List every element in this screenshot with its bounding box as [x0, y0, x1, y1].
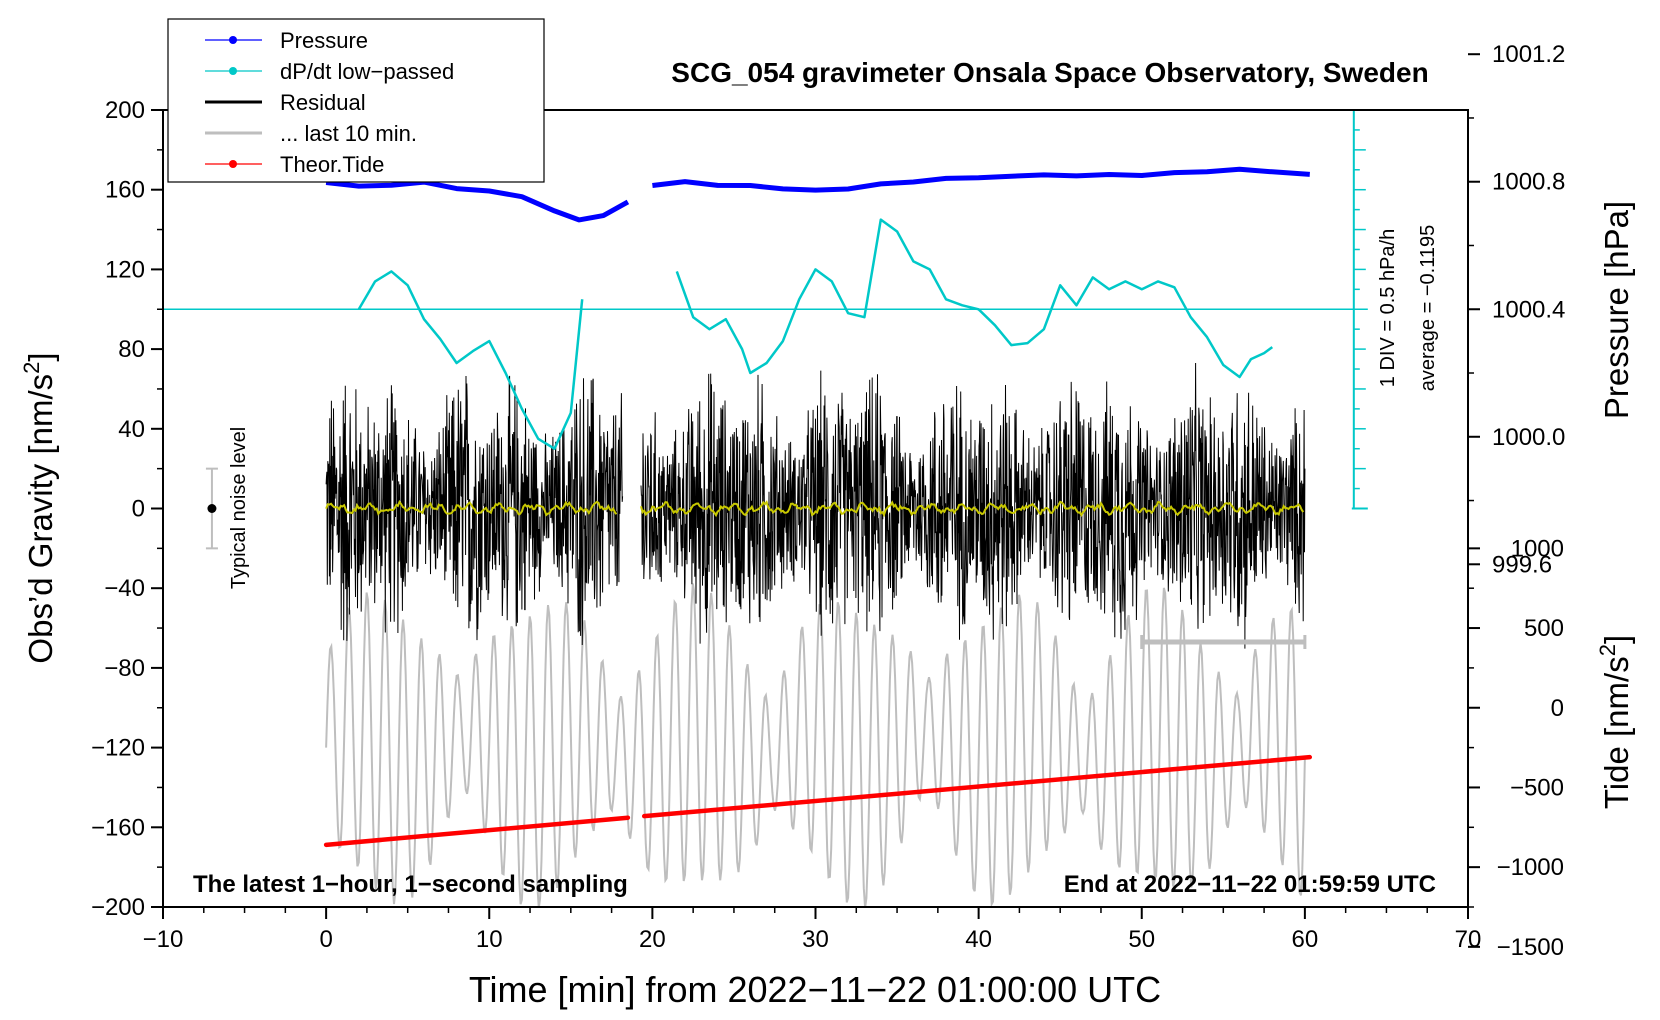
- y-tick-label: 80: [118, 336, 145, 363]
- annotation-latest-hour: The latest 1−hour, 1−second sampling: [193, 871, 628, 898]
- y-tick-label: −40: [104, 575, 145, 602]
- y-tick-label: 0: [132, 496, 145, 523]
- legend-label: Residual: [280, 90, 366, 115]
- residual-line: [325, 375, 624, 646]
- y-tick-label: −160: [91, 814, 145, 841]
- pressure-tick-label: 1000.0: [1492, 424, 1565, 451]
- legend-label: Theor.Tide: [280, 152, 384, 177]
- x-tick-label: 0: [319, 926, 332, 953]
- x-tick-label: 40: [965, 926, 992, 953]
- legend: Pressure dP/dt low−passed Residual ... last…: [167, 18, 545, 183]
- x-tick-label: 60: [1292, 926, 1319, 953]
- x-axis-label: Time [min] from 2022−11−22 01:00:00 UTC: [469, 969, 1161, 1010]
- tide-line: [323, 815, 631, 848]
- last-10min-line: [325, 583, 1306, 907]
- annotation-dpdt-scale: 1 DIV = 0.5 hPa/h: [1377, 229, 1399, 387]
- y-tick-label: 120: [105, 256, 145, 283]
- y-axis-label-tide: Tide [nm/s2]: [1595, 635, 1635, 809]
- x-tick-label: 30: [802, 926, 829, 953]
- y-tick-label: −200: [91, 894, 145, 921]
- axes: −10 0 10 20 30 40 50 60 70 200 160 120 80 40 0 −40 −80 −1…: [91, 41, 1565, 961]
- pressure-tick-label: 1000.4: [1492, 296, 1565, 323]
- pressure-tick-label: 999.6: [1492, 551, 1552, 578]
- y-tick-label: 160: [105, 177, 145, 204]
- pressure-tick-label: 1001.2: [1492, 41, 1565, 68]
- tide-tick-label: 1000: [1511, 535, 1564, 562]
- tide-tick-label: −1500: [1497, 934, 1564, 961]
- dpdt-line: [357, 270, 584, 450]
- annotation-noise-level: Typical noise level: [228, 427, 250, 589]
- x-tick-label: −10: [143, 926, 184, 953]
- annotation-dpdt-average: average = −0.1195: [1417, 225, 1439, 391]
- plot-overlay: [205, 467, 1307, 649]
- x-tick-label: 50: [1128, 926, 1155, 953]
- tide-tick-label: −1000: [1497, 854, 1564, 881]
- y-tick-label: −80: [104, 655, 145, 682]
- legend-marker: [229, 160, 237, 168]
- legend-marker: [229, 67, 237, 75]
- y-tick-label: 40: [118, 416, 145, 443]
- tide-tick-label: 500: [1524, 615, 1564, 642]
- x-tick-label: 70: [1455, 926, 1482, 953]
- tide-tick-label: −500: [1510, 774, 1564, 801]
- x-tick-label: 10: [476, 926, 503, 953]
- y-axis-label-pressure: Pressure [hPa]: [1598, 201, 1635, 419]
- tide-tick-label: 0: [1551, 695, 1564, 722]
- y-tick-label: −120: [91, 735, 145, 762]
- pressure-line: [652, 166, 1310, 193]
- residual-smoothed-line: [640, 500, 1305, 518]
- legend-label: ... last 10 min.: [280, 121, 417, 146]
- tide-line: [641, 754, 1313, 819]
- annotation-end-time: End at 2022−11−22 01:59:59 UTC: [1064, 871, 1436, 898]
- dpdt-line: [675, 218, 1274, 379]
- x-tick-label: 20: [639, 926, 666, 953]
- residual-line: [640, 362, 1306, 649]
- legend-label: Pressure: [280, 28, 368, 53]
- y-axis-label-gravity: Obs’d Gravity [nm/s2]: [19, 352, 59, 663]
- legend-label: dP/dt low−passed: [280, 59, 454, 84]
- chart-title: SCG_054 gravimeter Onsala Space Observat…: [671, 57, 1428, 88]
- residual-smoothed-line: [325, 499, 618, 517]
- legend-marker: [229, 36, 237, 44]
- pressure-tick-label: 1000.8: [1492, 169, 1565, 196]
- y-tick-label: 200: [105, 97, 145, 124]
- pressure-line: [325, 179, 630, 223]
- noise-bar-dot: [207, 504, 217, 513]
- plot-data-area: [163, 110, 1368, 907]
